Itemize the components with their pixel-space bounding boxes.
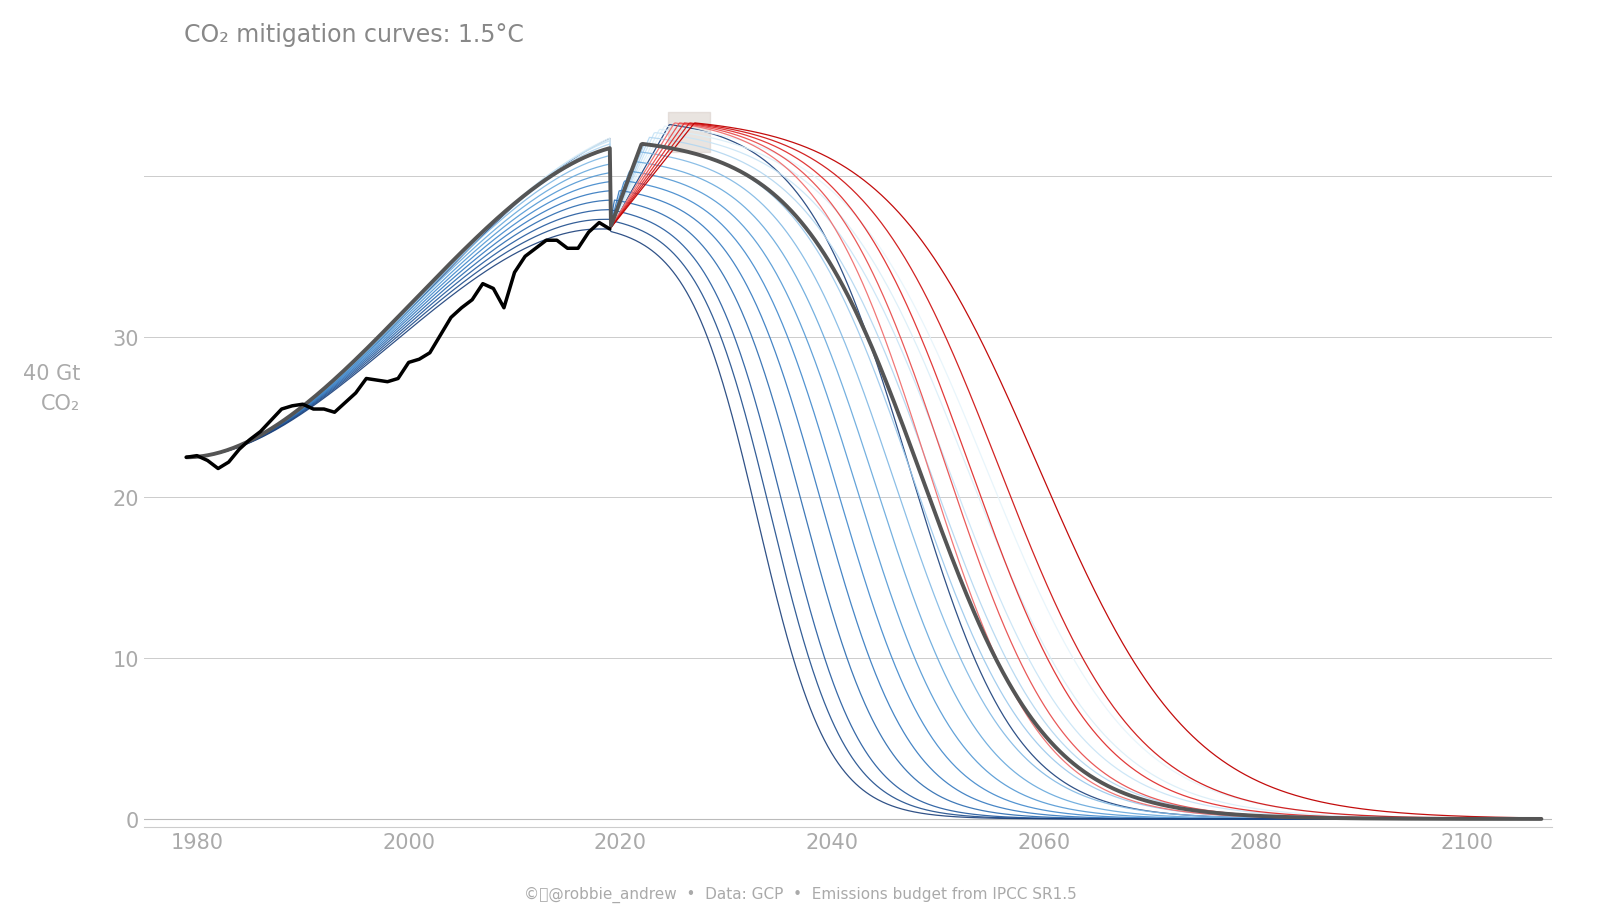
Text: CO₂ mitigation curves: 1.5°C: CO₂ mitigation curves: 1.5°C <box>184 23 523 47</box>
Text: ©Ⓢ@robbie_andrew  •  Data: GCP  •  Emissions budget from IPCC SR1.5: ©Ⓢ@robbie_andrew • Data: GCP • Emissions… <box>523 886 1077 902</box>
Text: CO₂: CO₂ <box>42 393 80 414</box>
Text: 40 Gt: 40 Gt <box>24 363 80 383</box>
